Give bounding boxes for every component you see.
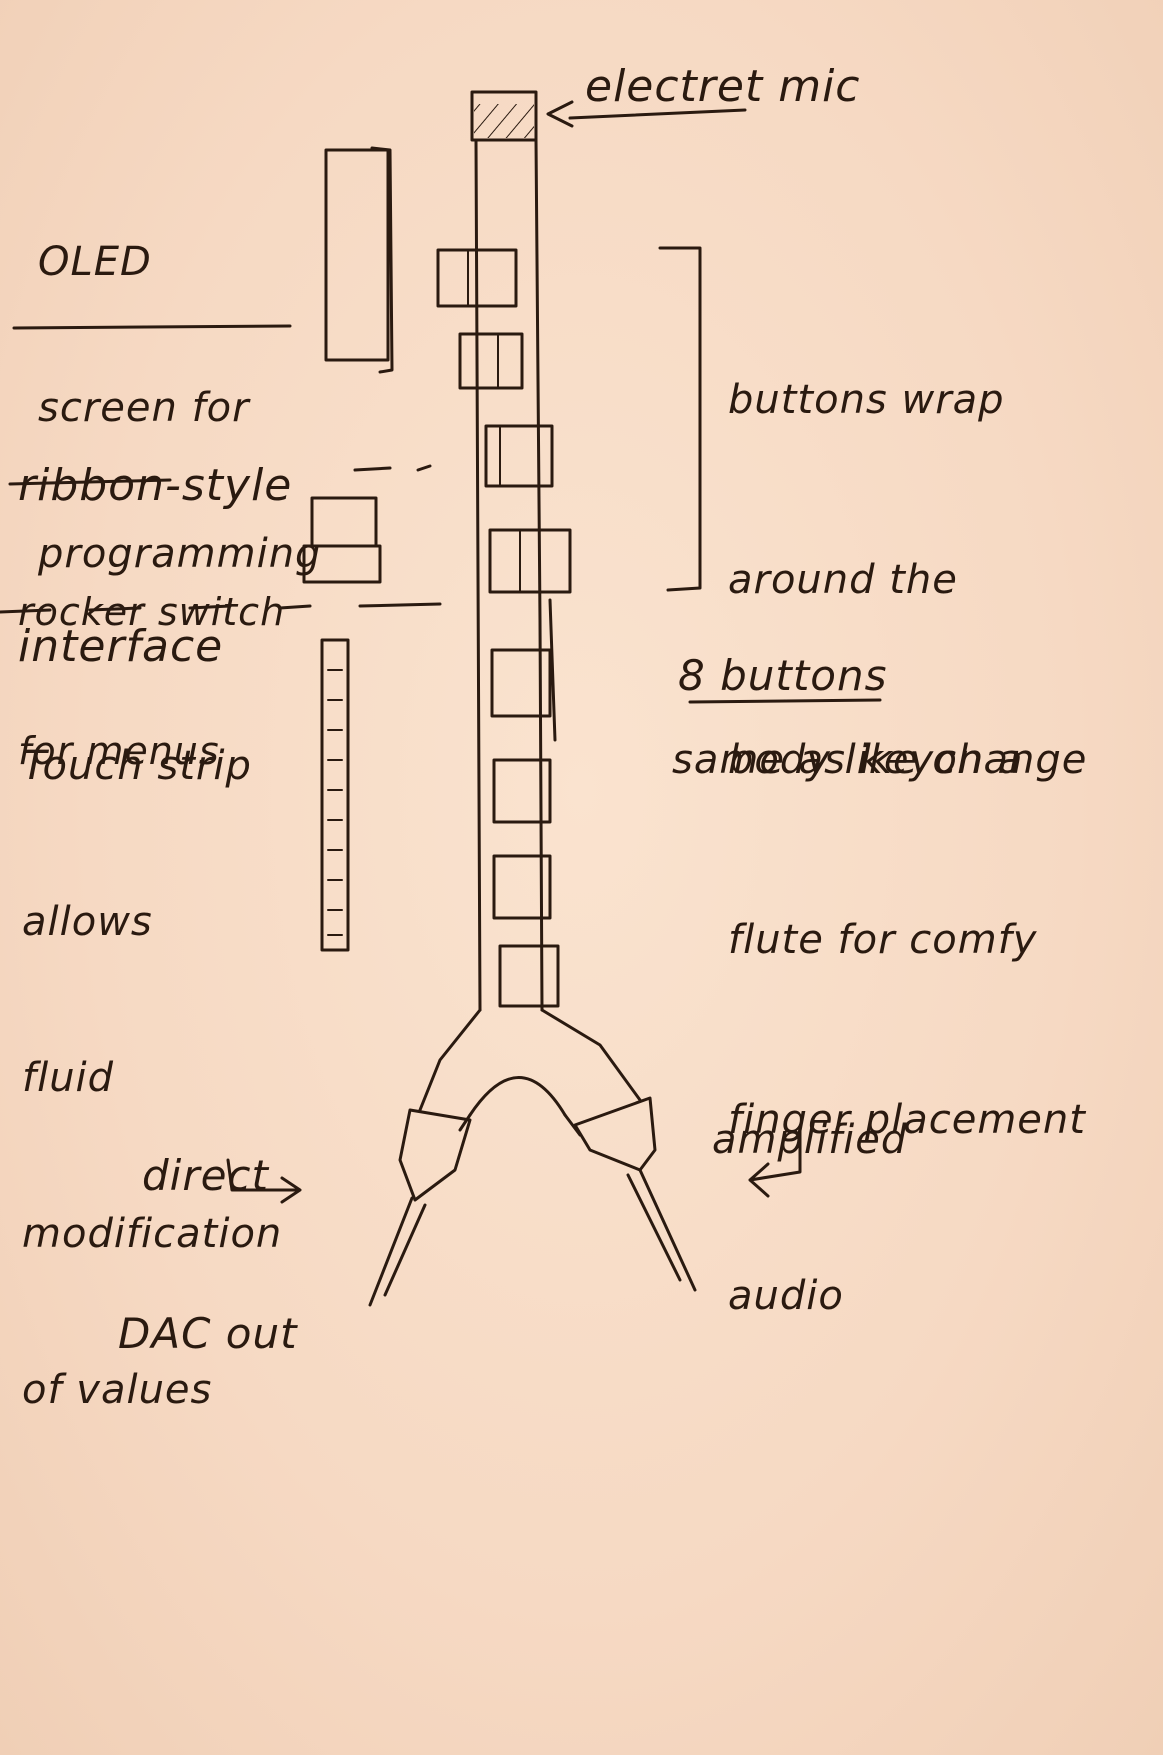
- wrap-button-4: [488, 528, 572, 594]
- amplified-audio-label: amplified audio: [712, 1117, 908, 1319]
- oled-underline: [12, 324, 292, 330]
- amp-arrow-icon: [748, 1126, 802, 1198]
- oled-screen: [324, 146, 394, 374]
- touch-strip: [320, 638, 350, 952]
- front-button-2: [492, 758, 552, 824]
- electret-mic-label: electret mic: [585, 61, 861, 112]
- buttons-wrap-label: buttons wrap around the body like on a f…: [728, 377, 1086, 1143]
- eight-buttons-underline: [688, 698, 882, 704]
- front-button-1: [490, 648, 552, 718]
- divider-rocker: [0, 602, 442, 614]
- mic-arrow: [546, 100, 747, 128]
- buttons-bracket: [658, 246, 702, 592]
- direct-dac-label: direct DAC out: [118, 1151, 298, 1358]
- dac-out-leg: [368, 1108, 472, 1307]
- oled-label: OLED screen for programming: [38, 238, 322, 578]
- ribbon-label: ribbon-style interface: [18, 460, 293, 673]
- instrument-body: [418, 138, 642, 1137]
- amp-audio-leg: [573, 1096, 697, 1292]
- dac-arrow-icon: [226, 1158, 302, 1204]
- rocker-label: rocker switch for menus: [18, 589, 286, 773]
- touch-strip-label: Touch strip allows fluid modification of…: [22, 743, 283, 1413]
- front-button-3: [492, 854, 552, 920]
- same-as-label: same as keychange: [672, 737, 1088, 783]
- wrap-button-3: [484, 424, 554, 488]
- rocker-switch: [302, 496, 382, 584]
- wrap-button-1: [436, 248, 518, 308]
- mic-capsule: [470, 90, 538, 142]
- front-button-4: [498, 944, 560, 1008]
- eight-buttons-label: 8 buttons: [678, 651, 888, 700]
- wrap-button-2: [458, 332, 524, 390]
- divider-ribbon: [8, 464, 432, 486]
